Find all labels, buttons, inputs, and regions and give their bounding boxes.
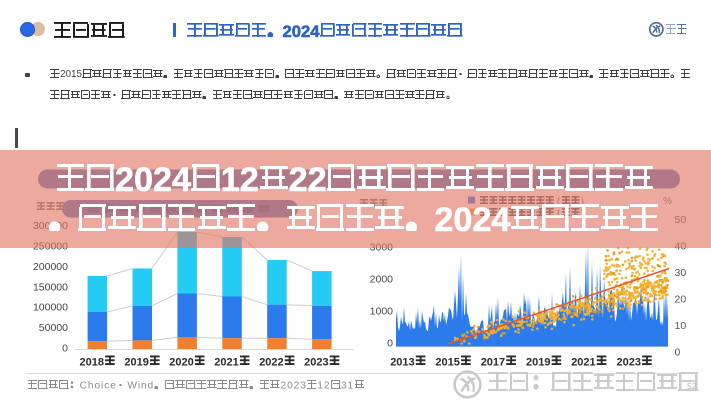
svg-text:0: 0: [62, 343, 68, 355]
svg-text:30: 30: [675, 267, 687, 279]
svg-text:2019: 2019: [526, 357, 550, 369]
svg-text:20: 20: [675, 294, 687, 306]
svg-text:2015: 2015: [435, 357, 459, 369]
svg-text:50000: 50000: [39, 322, 68, 334]
svg-text:1000: 1000: [370, 306, 394, 318]
svg-text:2023: 2023: [304, 357, 328, 369]
svg-text:0: 0: [387, 338, 393, 350]
svg-text:2000: 2000: [370, 274, 394, 286]
svg-text:2017: 2017: [481, 357, 505, 369]
svg-text:2021: 2021: [571, 357, 595, 369]
svg-text:10: 10: [675, 320, 687, 332]
svg-text:2018: 2018: [80, 357, 104, 369]
svg-text:0: 0: [675, 347, 681, 359]
svg-text:2013: 2013: [390, 357, 414, 369]
svg-text:2023: 2023: [617, 357, 641, 369]
svg-text:2019: 2019: [124, 357, 148, 369]
svg-text:200000: 200000: [33, 261, 68, 273]
svg-text:2020: 2020: [169, 357, 193, 369]
svg-text:2021: 2021: [214, 357, 238, 369]
svg-text:100000: 100000: [33, 302, 68, 314]
svg-text:150000: 150000: [33, 281, 68, 293]
svg-text:2022: 2022: [259, 357, 283, 369]
